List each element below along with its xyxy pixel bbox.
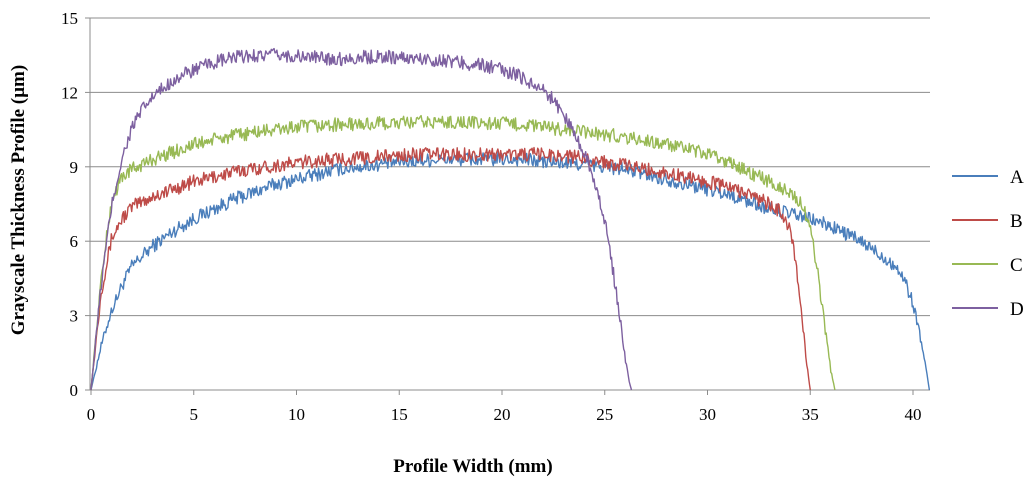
- x-tick-label: 10: [288, 405, 305, 424]
- series-line-C: [90, 114, 836, 391]
- legend-label-C: C: [1010, 255, 1023, 276]
- x-tick-label: 40: [905, 405, 922, 424]
- x-axis-title: Profile Width (mm): [393, 456, 552, 477]
- legend-label-A: A: [1010, 167, 1024, 188]
- legend-label-D: D: [1010, 299, 1024, 320]
- y-tick-label: 15: [61, 9, 78, 28]
- series-line-B: [90, 146, 811, 391]
- series-layer: [90, 47, 931, 391]
- y-tick-label: 0: [70, 381, 79, 400]
- x-tick-label: 30: [699, 405, 716, 424]
- x-tick-labels: 0 5 10 15 20 25 30 35 40: [87, 405, 922, 424]
- x-tick-label: 35: [802, 405, 819, 424]
- y-tick-label: 6: [70, 232, 79, 251]
- y-tick-label: 12: [61, 83, 78, 102]
- axes: [85, 17, 930, 395]
- series-line-A: [90, 151, 931, 391]
- legend: A B C D: [952, 167, 1024, 320]
- series-line-D: [90, 47, 633, 391]
- y-tick-labels: 0 3 6 9 12 15: [61, 9, 78, 400]
- x-tick-label: 20: [494, 405, 511, 424]
- y-tick-label: 9: [70, 158, 79, 177]
- gridlines: [90, 17, 930, 317]
- y-axis-title: Grayscale Thickness Profile (µm): [8, 65, 29, 335]
- x-tick-label: 25: [596, 405, 613, 424]
- legend-label-B: B: [1010, 211, 1023, 232]
- x-tick-label: 15: [391, 405, 408, 424]
- x-tick-label: 5: [190, 405, 199, 424]
- x-tick-label: 0: [87, 405, 96, 424]
- y-tick-label: 3: [70, 307, 79, 326]
